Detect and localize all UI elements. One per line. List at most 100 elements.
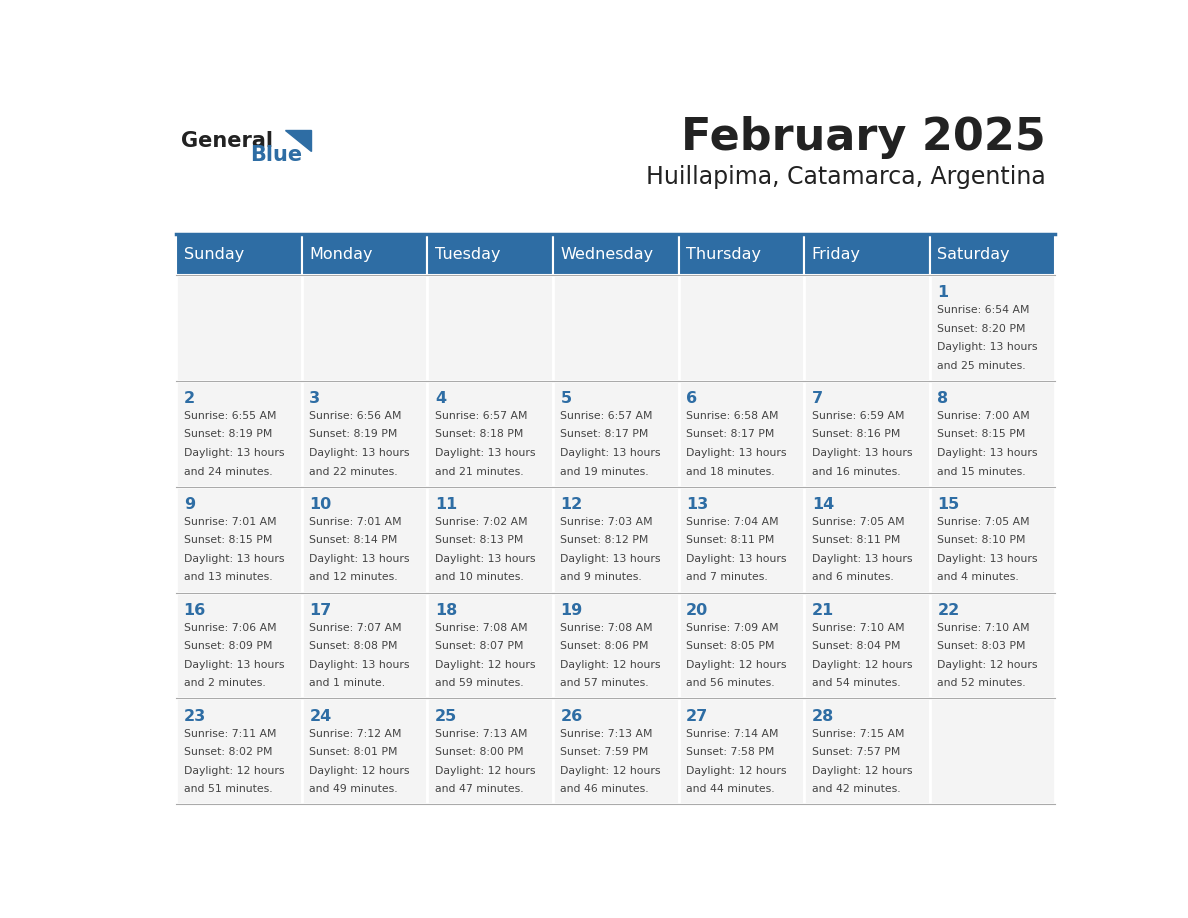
Text: and 9 minutes.: and 9 minutes. (561, 573, 643, 582)
Text: and 13 minutes.: and 13 minutes. (184, 573, 272, 582)
Text: Daylight: 13 hours: Daylight: 13 hours (937, 554, 1038, 564)
Text: 9: 9 (184, 498, 195, 512)
Text: Sunset: 7:58 PM: Sunset: 7:58 PM (687, 747, 775, 757)
Text: Daylight: 13 hours: Daylight: 13 hours (184, 448, 284, 458)
Bar (302, 234, 428, 274)
Text: Daylight: 13 hours: Daylight: 13 hours (561, 448, 661, 458)
Text: Sunset: 8:11 PM: Sunset: 8:11 PM (687, 535, 775, 545)
Bar (302, 592, 428, 699)
Bar (302, 487, 428, 592)
Text: 21: 21 (811, 603, 834, 618)
Text: and 6 minutes.: and 6 minutes. (811, 573, 893, 582)
Text: Sunset: 8:11 PM: Sunset: 8:11 PM (811, 535, 901, 545)
Text: and 16 minutes.: and 16 minutes. (811, 466, 901, 476)
Text: February 2025: February 2025 (682, 116, 1047, 159)
Text: Daylight: 13 hours: Daylight: 13 hours (435, 448, 536, 458)
Text: Sunset: 8:06 PM: Sunset: 8:06 PM (561, 642, 649, 651)
Text: Sunrise: 7:00 AM: Sunrise: 7:00 AM (937, 411, 1030, 421)
Bar (678, 699, 804, 804)
Text: Sunrise: 7:08 AM: Sunrise: 7:08 AM (435, 622, 527, 633)
Text: 20: 20 (687, 603, 708, 618)
Text: Thursday: Thursday (687, 247, 762, 262)
Text: Daylight: 12 hours: Daylight: 12 hours (184, 766, 284, 776)
Text: Daylight: 12 hours: Daylight: 12 hours (561, 660, 661, 670)
Bar (428, 487, 552, 592)
Text: 18: 18 (435, 603, 457, 618)
Text: Saturday: Saturday (937, 247, 1010, 262)
Text: and 21 minutes.: and 21 minutes. (435, 466, 524, 476)
Text: Daylight: 13 hours: Daylight: 13 hours (309, 554, 410, 564)
Text: 12: 12 (561, 498, 583, 512)
Text: Wednesday: Wednesday (561, 247, 653, 262)
Text: Sunrise: 7:01 AM: Sunrise: 7:01 AM (184, 517, 277, 527)
Text: Sunset: 8:01 PM: Sunset: 8:01 PM (309, 747, 398, 757)
Text: Sunrise: 6:56 AM: Sunrise: 6:56 AM (309, 411, 402, 421)
Text: 22: 22 (937, 603, 960, 618)
Bar (176, 592, 302, 699)
Text: Sunrise: 7:05 AM: Sunrise: 7:05 AM (937, 517, 1030, 527)
Bar (176, 381, 302, 487)
Text: Sunset: 8:17 PM: Sunset: 8:17 PM (561, 430, 649, 440)
Text: Sunrise: 7:05 AM: Sunrise: 7:05 AM (811, 517, 904, 527)
Text: Sunset: 8:19 PM: Sunset: 8:19 PM (184, 430, 272, 440)
Polygon shape (285, 130, 310, 151)
Text: 23: 23 (184, 709, 206, 724)
Text: 10: 10 (309, 498, 331, 512)
Bar (804, 487, 930, 592)
Text: Sunset: 8:02 PM: Sunset: 8:02 PM (184, 747, 272, 757)
Text: Sunset: 8:19 PM: Sunset: 8:19 PM (309, 430, 398, 440)
Text: and 10 minutes.: and 10 minutes. (435, 573, 524, 582)
Bar (930, 381, 1055, 487)
Text: and 19 minutes.: and 19 minutes. (561, 466, 649, 476)
Bar (678, 592, 804, 699)
Text: and 46 minutes.: and 46 minutes. (561, 784, 649, 794)
Text: 2: 2 (184, 391, 195, 407)
Text: Sunrise: 6:55 AM: Sunrise: 6:55 AM (184, 411, 276, 421)
Text: and 47 minutes.: and 47 minutes. (435, 784, 524, 794)
Text: General: General (181, 130, 273, 151)
Text: Daylight: 12 hours: Daylight: 12 hours (811, 660, 912, 670)
Text: Sunrise: 6:58 AM: Sunrise: 6:58 AM (687, 411, 778, 421)
Text: 1: 1 (937, 285, 948, 300)
Text: Sunset: 8:04 PM: Sunset: 8:04 PM (811, 642, 901, 651)
Text: Huillapima, Catamarca, Argentina: Huillapima, Catamarca, Argentina (646, 165, 1047, 189)
Text: Daylight: 13 hours: Daylight: 13 hours (309, 660, 410, 670)
Text: Sunrise: 7:09 AM: Sunrise: 7:09 AM (687, 622, 778, 633)
Bar (930, 487, 1055, 592)
Text: and 57 minutes.: and 57 minutes. (561, 678, 649, 688)
Bar (678, 274, 804, 381)
Text: and 49 minutes.: and 49 minutes. (309, 784, 398, 794)
Bar (176, 234, 302, 274)
Text: and 52 minutes.: and 52 minutes. (937, 678, 1026, 688)
Text: Sunset: 8:03 PM: Sunset: 8:03 PM (937, 642, 1025, 651)
Bar (930, 234, 1055, 274)
Text: Sunrise: 7:13 AM: Sunrise: 7:13 AM (561, 729, 653, 739)
Text: and 51 minutes.: and 51 minutes. (184, 784, 272, 794)
Text: Sunset: 8:07 PM: Sunset: 8:07 PM (435, 642, 524, 651)
Text: 5: 5 (561, 391, 571, 407)
Text: Sunday: Sunday (184, 247, 244, 262)
Text: Sunrise: 6:57 AM: Sunrise: 6:57 AM (561, 411, 653, 421)
Bar (552, 234, 678, 274)
Text: Daylight: 13 hours: Daylight: 13 hours (309, 448, 410, 458)
Text: 24: 24 (309, 709, 331, 724)
Text: Sunrise: 7:01 AM: Sunrise: 7:01 AM (309, 517, 402, 527)
Text: Sunset: 8:15 PM: Sunset: 8:15 PM (184, 535, 272, 545)
Text: and 24 minutes.: and 24 minutes. (184, 466, 272, 476)
Text: Daylight: 12 hours: Daylight: 12 hours (435, 660, 536, 670)
Bar (176, 274, 302, 381)
Text: Daylight: 12 hours: Daylight: 12 hours (309, 766, 410, 776)
Text: Sunset: 8:20 PM: Sunset: 8:20 PM (937, 323, 1025, 333)
Text: Sunset: 7:57 PM: Sunset: 7:57 PM (811, 747, 901, 757)
Text: Sunrise: 6:57 AM: Sunrise: 6:57 AM (435, 411, 527, 421)
Bar (552, 274, 678, 381)
Bar (428, 381, 552, 487)
Text: Sunrise: 7:15 AM: Sunrise: 7:15 AM (811, 729, 904, 739)
Text: Daylight: 13 hours: Daylight: 13 hours (811, 554, 912, 564)
Text: Sunrise: 7:03 AM: Sunrise: 7:03 AM (561, 517, 653, 527)
Text: Sunset: 8:13 PM: Sunset: 8:13 PM (435, 535, 523, 545)
Text: Sunrise: 7:08 AM: Sunrise: 7:08 AM (561, 622, 653, 633)
Text: 14: 14 (811, 498, 834, 512)
Text: Sunrise: 7:13 AM: Sunrise: 7:13 AM (435, 729, 527, 739)
Text: and 7 minutes.: and 7 minutes. (687, 573, 767, 582)
